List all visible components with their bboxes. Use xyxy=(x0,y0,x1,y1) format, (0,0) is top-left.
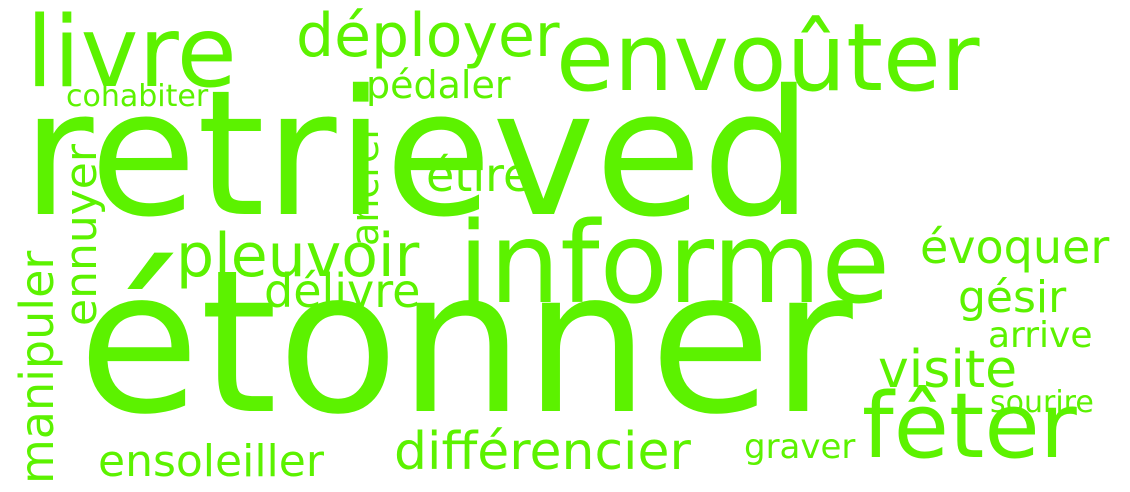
word-gesir: gésir xyxy=(958,276,1066,320)
word-deployer: déployer xyxy=(296,6,560,66)
word-sourire: sourire xyxy=(990,388,1094,418)
word-envouter: envoûter xyxy=(556,12,979,106)
word-etire: étire xyxy=(426,152,531,198)
word-manipuler: manipuler xyxy=(14,251,60,484)
word-informe: informe xyxy=(458,208,890,320)
word-graver: graver xyxy=(744,430,855,464)
word-ensoleiller: ensoleiller xyxy=(98,440,324,484)
word-cohabiter: cohabiter xyxy=(66,82,208,112)
word-delivre: délivre xyxy=(264,268,421,314)
word-differencier: différencier xyxy=(394,426,691,478)
word-arrive: arrive xyxy=(988,318,1092,354)
word-ancrer: ancrer xyxy=(346,124,384,246)
word-pedaler: pédaler xyxy=(366,66,510,104)
word-ennuyer: ennuyer xyxy=(60,144,104,326)
word-evoquer: évoquer xyxy=(920,224,1109,270)
